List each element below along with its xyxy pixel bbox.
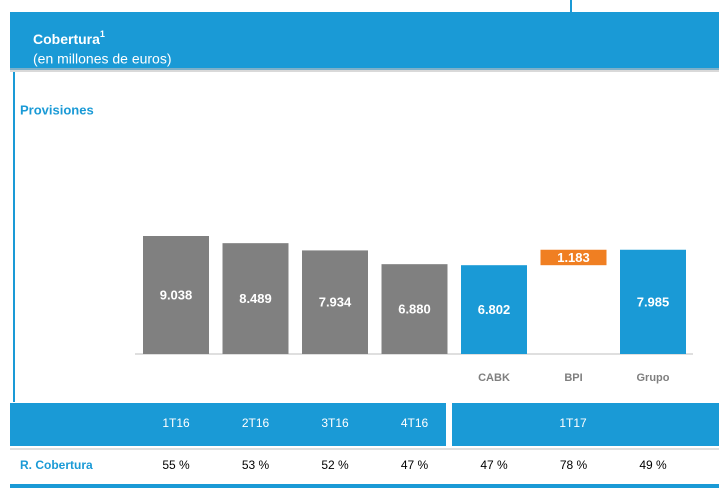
- value-label: 7.934: [319, 295, 352, 310]
- period-label: 2T16: [242, 416, 270, 430]
- value-label: 6.880: [398, 302, 431, 317]
- bar: [620, 249, 686, 354]
- x-tick-label: Grupo: [637, 372, 670, 384]
- value-label: 8.489: [239, 291, 272, 306]
- chart-title: Cobertura1: [33, 29, 105, 46]
- table-cell: 53 %: [242, 458, 270, 472]
- table-cell: 78 %: [560, 458, 588, 472]
- title-text: Cobertura: [33, 31, 100, 47]
- table-head-left: [10, 403, 446, 446]
- bar: [143, 236, 209, 354]
- period-label: 4T16: [401, 416, 429, 430]
- bar: [540, 249, 607, 266]
- table-cell: 49 %: [639, 458, 667, 472]
- section-title: Provisiones: [20, 102, 94, 117]
- period-label: 1T16: [162, 416, 190, 430]
- period-label: 3T16: [321, 416, 349, 430]
- value-label: 9.038: [160, 287, 193, 302]
- value-label: 1.183: [557, 250, 590, 265]
- bar: [381, 264, 448, 354]
- table-cell: 47 %: [480, 458, 508, 472]
- table-bottom-rule: [10, 484, 719, 488]
- table-cell: 52 %: [321, 458, 349, 472]
- bar: [461, 265, 527, 354]
- x-tick-label: CABK: [478, 372, 510, 384]
- x-tick-label: BPI: [564, 372, 582, 384]
- value-label: 6.802: [478, 302, 511, 317]
- subtitle: (en millones de euros): [33, 51, 172, 67]
- bar: [302, 250, 368, 354]
- group-label: 1T17: [559, 416, 587, 430]
- value-label: 7.985: [637, 294, 670, 309]
- table-head-right: [452, 403, 719, 446]
- table-row-label: R. Cobertura: [20, 458, 93, 472]
- bar: [222, 243, 289, 354]
- header-band: [10, 12, 719, 70]
- title-note: 1: [100, 29, 105, 39]
- table-cell: 55 %: [162, 458, 190, 472]
- header-shadow: [10, 68, 719, 72]
- table-cell: 47 %: [401, 458, 429, 472]
